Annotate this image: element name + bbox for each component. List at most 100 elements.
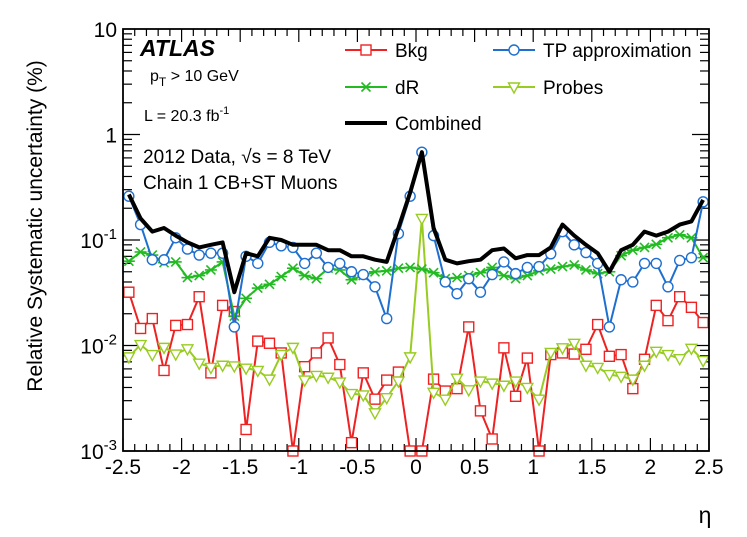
data-point-probes xyxy=(567,338,581,351)
data-point-tp-approximation xyxy=(498,256,510,268)
legend-entry-bkg: Bkg xyxy=(345,41,428,62)
data-point-probes xyxy=(180,344,195,357)
data-point-dr xyxy=(298,270,311,281)
legend-swatch-marker xyxy=(507,82,521,95)
data-point-probes xyxy=(426,387,441,400)
data-point-dr xyxy=(240,293,253,304)
data-point-probes xyxy=(450,373,464,386)
data-point-bkg xyxy=(345,436,358,449)
y-tick-label: 10-3 xyxy=(80,437,117,464)
data-point-tp-approximation xyxy=(310,247,323,259)
data-point-probes xyxy=(145,349,159,363)
data-point-bkg xyxy=(310,347,323,359)
data-point-tp-approximation xyxy=(533,260,545,273)
data-point-tp-approximation xyxy=(381,312,393,325)
data-point-dr xyxy=(310,273,323,284)
data-point-bkg xyxy=(216,299,229,312)
data-point-bkg xyxy=(181,318,194,331)
series-line-probes xyxy=(128,217,704,414)
data-point-probes xyxy=(274,349,288,363)
data-point-probes xyxy=(508,376,523,389)
data-point-bkg xyxy=(369,393,381,405)
data-point-tp-approximation xyxy=(451,287,463,300)
data-point-probes xyxy=(356,390,370,403)
series-line-dr xyxy=(128,233,704,318)
legend-label-dr: dR xyxy=(395,78,419,99)
x-tick-label: -1.5 xyxy=(222,456,258,479)
data-point-dr xyxy=(368,266,381,277)
data-point-probes xyxy=(133,339,148,353)
legend: Bkg TP approximation dR Probes Combined xyxy=(345,41,692,135)
data-point-bkg xyxy=(662,314,674,327)
data-point-bkg xyxy=(697,316,709,329)
legend-entry-dr: dR xyxy=(345,78,419,99)
data-point-probes xyxy=(626,374,640,387)
data-point-probes xyxy=(380,393,394,406)
legend-swatch-marker xyxy=(360,44,372,56)
chain-label: Chain 1 CB+ST Muons xyxy=(143,173,338,194)
data-point-probes xyxy=(286,342,300,355)
data-point-bkg xyxy=(498,342,510,354)
data-point-tp-approximation xyxy=(603,321,616,333)
x-tick-label: 1 xyxy=(527,456,539,479)
data-point-bkg xyxy=(591,318,604,331)
data-point-bkg xyxy=(486,433,498,445)
x-tick-label: 1.5 xyxy=(577,456,606,479)
data-point-bkg xyxy=(240,423,252,436)
data-point-probes xyxy=(309,370,324,383)
data-point-dr xyxy=(650,239,663,250)
data-point-tp-approximation xyxy=(674,254,686,267)
data-point-probes xyxy=(544,347,558,360)
data-point-tp-approximation xyxy=(650,257,662,270)
data-point-dr xyxy=(169,256,182,267)
data-point-dr xyxy=(474,267,487,278)
data-point-dr xyxy=(286,263,299,274)
data-point-tp-approximation xyxy=(158,254,170,266)
data-point-bkg xyxy=(252,335,264,347)
data-point-probes xyxy=(157,342,171,355)
legend-label-probes: Probes xyxy=(543,78,603,99)
data-point-tp-approximation xyxy=(568,239,580,251)
data-point-bkg xyxy=(158,364,170,377)
data-point-dr xyxy=(497,270,510,281)
data-point-bkg xyxy=(521,352,534,364)
plot-frame xyxy=(122,28,710,452)
data-point-dr xyxy=(404,262,417,273)
data-point-bkg xyxy=(146,312,159,325)
series-line-combined xyxy=(127,150,705,295)
data-point-probes xyxy=(614,371,628,384)
data-point-bkg xyxy=(474,405,487,417)
data-point-tp-approximation xyxy=(369,281,381,293)
data-point-dr xyxy=(556,261,569,272)
legend-entry-combined: Combined xyxy=(345,114,482,135)
data-point-bkg xyxy=(134,322,147,335)
data-point-probes xyxy=(684,343,699,356)
data-point-tp-approximation xyxy=(298,257,311,270)
legend-label-bkg: Bkg xyxy=(395,41,428,62)
data-point-probes xyxy=(391,376,406,389)
data-point-probes xyxy=(333,377,347,390)
data-point-bkg xyxy=(685,301,698,314)
data-point-probes xyxy=(579,360,593,373)
data-point-tp-approximation xyxy=(662,281,674,293)
data-point-probes xyxy=(344,388,359,402)
data-point-probes xyxy=(415,213,429,226)
data-point-dr xyxy=(275,271,288,282)
y-tick-label: 10 xyxy=(94,19,117,42)
legend-entry-tp-approximation: TP approximation xyxy=(493,41,692,62)
data-point-dr xyxy=(638,242,651,253)
data-point-tp-approximation xyxy=(357,268,369,281)
data-point-bkg xyxy=(381,374,393,386)
data-point-probes xyxy=(438,394,452,407)
data-point-tp-approximation xyxy=(334,257,346,270)
data-point-tp-approximation xyxy=(439,276,451,288)
data-point-tp-approximation xyxy=(252,257,264,270)
data-point-dr xyxy=(181,272,194,283)
data-point-dr xyxy=(544,264,557,275)
data-point-tp-approximation xyxy=(345,266,358,278)
series-probes xyxy=(122,213,710,421)
data-point-bkg xyxy=(357,367,369,379)
data-point-dr xyxy=(591,268,604,279)
legend-swatch-marker xyxy=(360,81,372,93)
x-axis-title: η xyxy=(699,502,712,528)
